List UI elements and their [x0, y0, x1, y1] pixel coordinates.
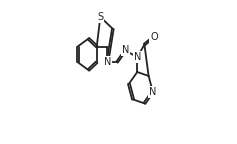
- Text: N: N: [122, 45, 129, 55]
- Text: N: N: [104, 57, 111, 67]
- Text: N: N: [149, 87, 156, 97]
- Text: S: S: [97, 12, 103, 22]
- Text: N: N: [134, 52, 141, 62]
- Text: O: O: [150, 32, 158, 42]
